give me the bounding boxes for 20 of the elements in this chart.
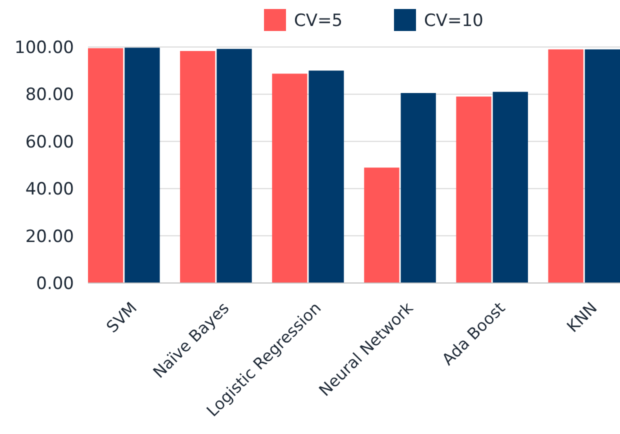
- bar: [180, 51, 216, 283]
- y-tick-label: 60.00: [25, 132, 74, 152]
- legend-label: CV=5: [294, 10, 343, 31]
- bar: [88, 48, 124, 283]
- y-tick-label: 40.00: [25, 180, 74, 200]
- bar: [364, 168, 400, 283]
- bar: [308, 70, 344, 283]
- bar: [456, 96, 492, 283]
- legend-label: CV=10: [424, 10, 484, 31]
- bar: [548, 49, 584, 283]
- y-tick-label: 100.00: [14, 38, 74, 58]
- bar: [400, 93, 436, 283]
- bar: [584, 49, 620, 283]
- bar: [124, 48, 160, 283]
- y-tick-label: 20.00: [25, 226, 74, 247]
- bar: [272, 74, 308, 283]
- bar: [216, 48, 252, 283]
- y-tick-label: 80.00: [25, 85, 74, 106]
- bar: [492, 92, 528, 283]
- y-tick-label: 0.00: [36, 274, 74, 294]
